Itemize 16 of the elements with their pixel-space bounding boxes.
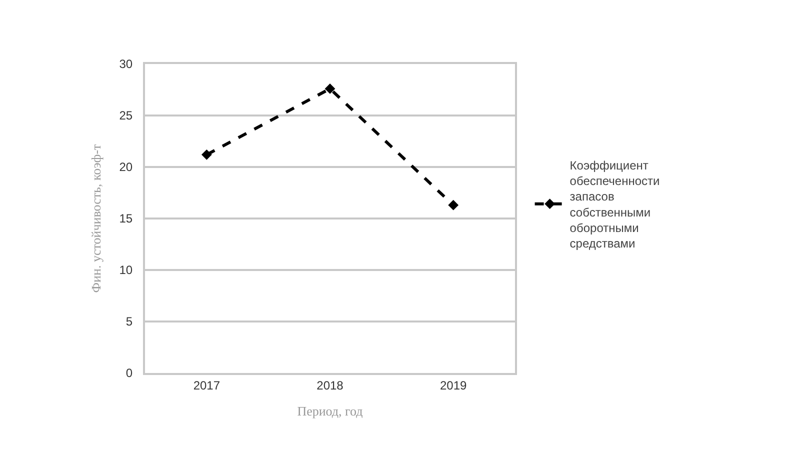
y-tick-label: 0 [126,366,133,380]
point [448,200,459,210]
y-tick-label: 15 [119,212,133,226]
y-axis-title: Фин. устойчивость, коэф-т [88,144,104,293]
y-tick-label: 20 [119,160,133,174]
y-tick-label: 25 [119,108,133,123]
x-tick-label: 2018 [316,378,344,392]
y-tick-label: 5 [126,314,133,329]
point [324,84,336,94]
legend-label: Коэффициент обеспеченности запасов собственными оборотными средствами [570,158,660,250]
point [201,149,212,160]
y-tick-label: 30 [119,57,133,72]
x-tick-label: 2019 [440,378,467,392]
x-axis-title: Период, год [297,404,364,418]
y-tick-label: 10 [119,263,133,278]
x-tick-label: 2017 [193,378,220,392]
